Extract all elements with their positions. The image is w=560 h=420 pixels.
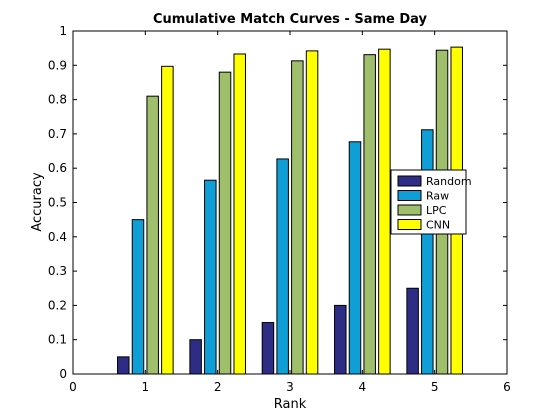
legend-swatch-random [397, 175, 422, 187]
bar-raw-rank-2 [204, 179, 217, 375]
x-tick-label: 5 [431, 380, 439, 394]
bar-raw-rank-3 [276, 158, 289, 375]
y-tick-label: 0.1 [48, 333, 67, 347]
legend-label-random: Random [426, 175, 472, 188]
bar-cnn-rank-1 [161, 65, 174, 375]
legend-swatch-raw [397, 190, 422, 201]
x-tick-label: 0 [69, 380, 77, 394]
y-tick-label: 0.9 [48, 58, 67, 72]
bar-random-rank-1 [117, 356, 130, 375]
axes: 0 1 2 3 4 5 6 0 0.1 0.2 0.3 0.4 0.5 0.6 0.7 0.8 0.9 1 [48, 24, 511, 394]
y-tick-label: 0.8 [48, 93, 67, 107]
legend-swatch-cnn [397, 219, 422, 230]
y-tick-label: 0 [59, 367, 67, 381]
bar-random-rank-3 [261, 322, 275, 375]
bar-cnn-rank-3 [305, 50, 319, 375]
bar-lpc-rank-4 [363, 54, 376, 375]
x-tick-label: 3 [286, 380, 294, 394]
x-tick-label: 1 [142, 380, 150, 394]
bar-lpc-rank-3 [291, 60, 304, 375]
bar-random-rank-4 [334, 304, 347, 375]
y-axis-title: Accuracy [30, 172, 45, 232]
y-tick-label: 0.2 [48, 298, 67, 312]
legend-label-cnn: CNN [426, 219, 450, 232]
bar-raw-rank-1 [131, 219, 145, 375]
plot-area [117, 46, 463, 375]
y-tick-label: 0.6 [48, 161, 67, 175]
bar-random-rank-5 [406, 287, 419, 375]
legend-swatch-lpc [397, 204, 422, 216]
x-tick-label: 6 [503, 380, 511, 394]
bar-cnn-rank-2 [233, 53, 246, 375]
chart-title: Cumulative Match Curves - Same Day [153, 12, 428, 27]
y-tick-label: 0.3 [48, 264, 67, 278]
x-tick-label: 2 [214, 380, 222, 394]
y-tick-label: 0.5 [48, 196, 67, 210]
bar-lpc-rank-2 [218, 71, 232, 375]
bar-raw-rank-5 [421, 129, 434, 375]
bar-random-rank-2 [189, 339, 202, 375]
y-tick-label: 1 [59, 24, 67, 38]
y-tick-label: 0.4 [48, 230, 67, 244]
bar-cnn-rank-4 [378, 48, 391, 375]
y-tick-label: 0.7 [48, 127, 67, 141]
bar-raw-rank-4 [348, 141, 362, 375]
x-axis-title: Rank [274, 397, 307, 412]
bar-lpc-rank-1 [146, 95, 159, 375]
legend-label-lpc: LPC [426, 204, 447, 217]
legend-label-raw: Raw [426, 190, 449, 203]
x-tick-label: 4 [359, 380, 367, 394]
